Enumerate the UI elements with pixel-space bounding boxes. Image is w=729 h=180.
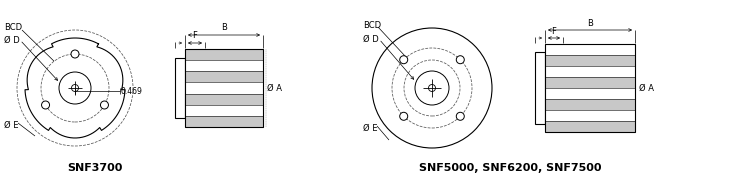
Bar [185,60,263,71]
Text: SNF5000, SNF6200, SNF7500: SNF5000, SNF6200, SNF7500 [418,163,601,173]
Bar [545,55,635,66]
Circle shape [71,50,79,58]
Circle shape [399,56,408,64]
Text: F: F [192,31,198,40]
Circle shape [456,56,464,64]
Bar [545,66,635,77]
Circle shape [101,101,109,109]
Bar [545,121,635,132]
Bar [185,49,263,60]
Text: Ø A: Ø A [639,84,654,93]
Bar [545,44,635,132]
Text: BCD: BCD [363,21,381,30]
Bar [185,116,263,127]
Text: Ø E: Ø E [4,120,18,129]
Bar [545,77,635,88]
Text: F: F [552,26,556,35]
Circle shape [456,112,464,120]
Bar [185,49,263,127]
Bar [185,94,263,105]
Circle shape [399,112,408,120]
Text: B: B [221,24,227,33]
Text: 0.469: 0.469 [121,87,143,96]
Bar [175,58,185,118]
Text: Ø A: Ø A [267,84,282,93]
Bar [185,82,263,94]
Bar [545,99,635,110]
Text: Ø D: Ø D [4,35,20,44]
Bar [535,52,545,124]
Text: B: B [587,19,593,28]
Bar [185,105,263,116]
Bar [545,44,635,55]
Text: Ø E: Ø E [363,123,378,132]
Bar [545,88,635,99]
Circle shape [42,101,50,109]
Bar [185,71,263,82]
Text: BCD: BCD [4,24,22,33]
Text: SNF3700: SNF3700 [67,163,122,173]
Text: Ø D: Ø D [363,35,379,44]
Bar [545,110,635,121]
